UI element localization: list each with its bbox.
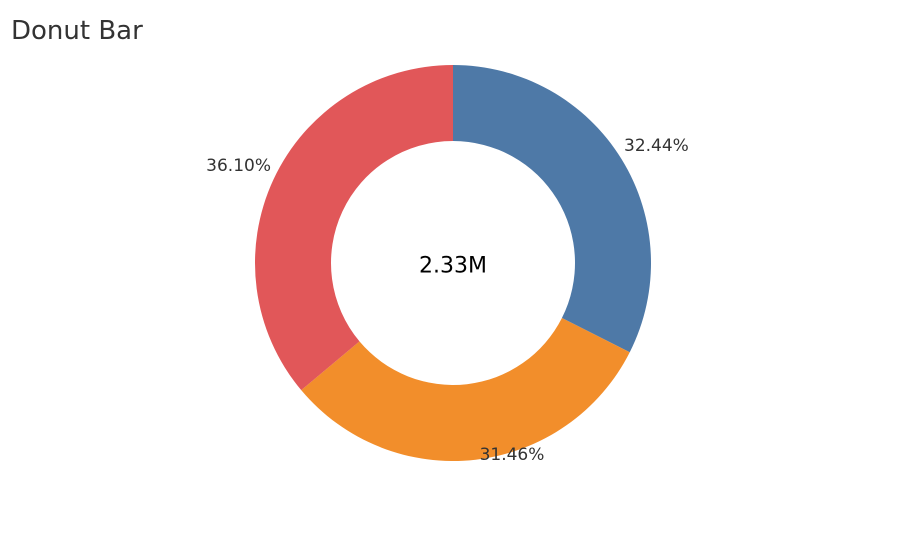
center-total-label: 2.33M <box>419 254 487 279</box>
slice-label-2: 31.46% <box>480 445 545 465</box>
donut-slice-2[interactable] <box>301 317 630 461</box>
slice-label-3: 36.10% <box>206 156 271 176</box>
slice-labels: 32.44% 31.46% 36.10% <box>206 136 689 465</box>
donut-slice-1[interactable] <box>453 65 651 353</box>
slice-label-1: 32.44% <box>624 136 689 156</box>
chart-title: Donut Bar <box>11 16 143 46</box>
donut-slices <box>255 65 651 461</box>
donut-slice-3[interactable] <box>255 65 453 391</box>
